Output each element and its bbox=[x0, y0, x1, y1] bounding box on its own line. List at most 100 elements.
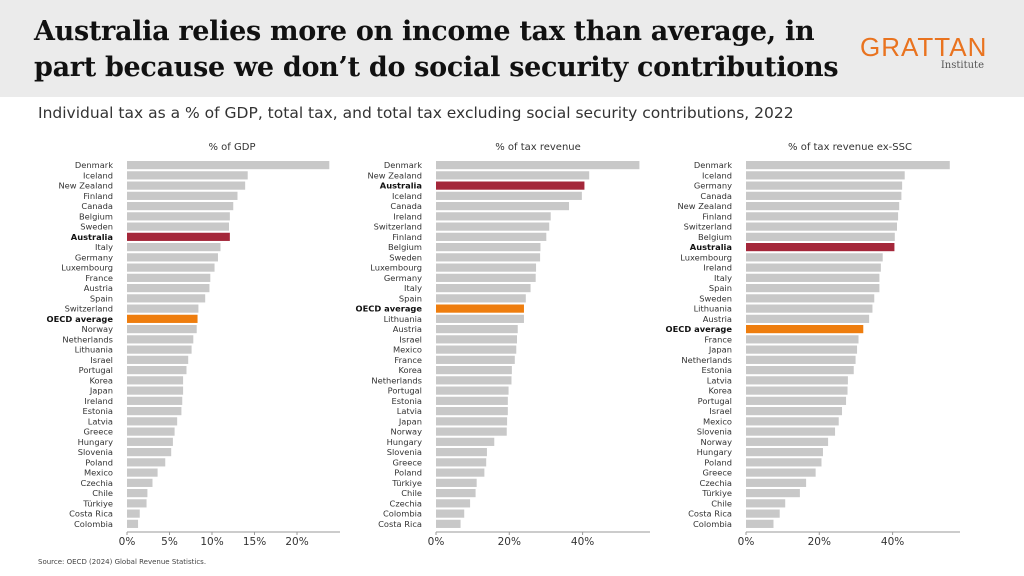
chart-2-bar-sweden bbox=[436, 253, 541, 262]
chart-2-label-new-zealand: New Zealand bbox=[367, 170, 422, 180]
grattan-logo: GRATTAN Institute bbox=[860, 34, 990, 71]
chart-2-label-slovenia: Slovenia bbox=[387, 447, 422, 457]
chart-2-label-australia: Australia bbox=[380, 181, 422, 191]
chart-1-bar-ireland bbox=[127, 396, 183, 405]
chart-3-bar-portugal bbox=[746, 396, 847, 405]
chart-2-bar-iceland bbox=[436, 191, 582, 200]
chart-1-bar-czechia bbox=[127, 478, 153, 487]
chart-2-label-luxembourg: Luxembourg bbox=[370, 263, 422, 273]
chart-3-bar-japan bbox=[746, 345, 858, 354]
chart-2-label-norway: Norway bbox=[391, 427, 423, 437]
chart-3-label-t-rkiye: Türkiye bbox=[701, 488, 732, 498]
chart-1-label-lithuania: Lithuania bbox=[75, 345, 113, 355]
chart-3-bar-chile bbox=[746, 499, 786, 508]
chart-1-tick-label-3: 15% bbox=[243, 536, 266, 548]
chart-2-bar-spain bbox=[436, 294, 526, 303]
chart-1-bar-portugal bbox=[127, 366, 187, 375]
chart-3-bar-canada bbox=[746, 191, 902, 200]
chart-3-label-greece: Greece bbox=[702, 468, 732, 478]
chart-3-label-mexico: Mexico bbox=[703, 416, 732, 426]
chart-3-bar-korea bbox=[746, 386, 848, 395]
chart-1-bar-japan bbox=[127, 386, 184, 395]
chart-2-label-hungary: Hungary bbox=[387, 437, 423, 447]
chart-3-label-spain: Spain bbox=[709, 283, 732, 293]
chart-3-label-lithuania: Lithuania bbox=[694, 304, 732, 314]
chart-3-label-norway: Norway bbox=[701, 437, 733, 447]
chart-2-bar-norway bbox=[436, 427, 507, 436]
chart-2-label-austria: Austria bbox=[393, 324, 422, 334]
chart-1-label-slovenia: Slovenia bbox=[78, 447, 113, 457]
chart-3-title: % of tax revenue ex-SSC bbox=[788, 142, 912, 153]
chart-1-bar-italy bbox=[127, 243, 221, 252]
chart-1-bar-norway bbox=[127, 325, 197, 334]
chart-1-label-austria: Austria bbox=[84, 283, 113, 293]
chart-2-label-t-rkiye: Türkiye bbox=[391, 478, 422, 488]
chart-1-bar-luxembourg bbox=[127, 263, 215, 272]
chart-3-bar-italy bbox=[746, 273, 880, 282]
chart-1-label-czechia: Czechia bbox=[81, 478, 113, 488]
chart-1-label-norway: Norway bbox=[82, 324, 114, 334]
chart-1-label-t-rkiye: Türkiye bbox=[82, 498, 113, 508]
chart-2-bar-mexico bbox=[436, 345, 517, 354]
chart-1-label-oecd-average: OECD average bbox=[47, 314, 114, 324]
chart-3-bar-latvia bbox=[746, 376, 848, 385]
chart-3-bar-sweden bbox=[746, 294, 875, 303]
chart-1-label-ireland: Ireland bbox=[84, 396, 113, 406]
chart-3-label-slovenia: Slovenia bbox=[697, 427, 732, 437]
chart-3-bar-luxembourg bbox=[746, 253, 883, 262]
chart-2-bar-new-zealand bbox=[436, 171, 590, 180]
chart-2-label-japan: Japan bbox=[398, 416, 422, 426]
chart-3-bar-austria bbox=[746, 314, 870, 323]
chart-1-label-chile: Chile bbox=[92, 488, 113, 498]
chart-3-bar-mexico bbox=[746, 417, 839, 426]
chart-3-tick-label-2: 40% bbox=[881, 536, 904, 548]
chart-2-bar-korea bbox=[436, 366, 512, 375]
chart-2-tick-label-1: 20% bbox=[498, 536, 521, 548]
chart-2-bar-japan bbox=[436, 417, 508, 426]
chart-2-bar-ireland bbox=[436, 212, 551, 221]
chart-2-bar-denmark bbox=[436, 161, 640, 170]
chart-2-label-sweden: Sweden bbox=[389, 252, 422, 262]
chart-3-bar-costa-rica bbox=[746, 509, 780, 518]
chart-3-bar-germany bbox=[746, 181, 903, 190]
chart-1-bar-switzerland bbox=[127, 304, 199, 313]
chart-1-label-luxembourg: Luxembourg bbox=[61, 263, 113, 273]
chart-3-label-ireland: Ireland bbox=[703, 263, 732, 273]
chart-2-label-netherlands: Netherlands bbox=[371, 375, 422, 385]
chart-2-label-mexico: Mexico bbox=[393, 345, 422, 355]
chart-1-label-greece: Greece bbox=[83, 427, 113, 437]
chart-1-label-mexico: Mexico bbox=[84, 468, 113, 478]
chart-1-bar-sweden bbox=[127, 222, 229, 231]
chart-1-bar-france bbox=[127, 273, 211, 282]
chart-3-bar-finland bbox=[746, 212, 899, 221]
chart-1-label-israel: Israel bbox=[90, 355, 113, 365]
chart-1-bar-new-zealand bbox=[127, 181, 246, 190]
chart-3-label-austria: Austria bbox=[703, 314, 732, 324]
chart-1-bar-germany bbox=[127, 253, 218, 262]
chart-1-tick-label-4: 20% bbox=[285, 536, 308, 548]
logo-wordmark: GRATTAN bbox=[860, 32, 988, 62]
chart-1-bar-canada bbox=[127, 202, 234, 211]
chart-2-bar-australia bbox=[436, 181, 585, 190]
chart-2-tick-label-2: 40% bbox=[571, 536, 594, 548]
chart-3-bar-iceland bbox=[746, 171, 905, 180]
chart-2-bar-slovenia bbox=[436, 448, 487, 457]
chart-1-bar-spain bbox=[127, 294, 206, 303]
chart-1-label-belgium: Belgium bbox=[79, 211, 113, 221]
chart-1-label-switzerland: Switzerland bbox=[65, 304, 113, 314]
chart-1-label-italy: Italy bbox=[95, 242, 113, 252]
chart-2-bar-lithuania bbox=[436, 314, 524, 323]
chart-3-label-germany: Germany bbox=[694, 181, 732, 191]
chart-1-label-finland: Finland bbox=[83, 191, 113, 201]
chart-3-label-costa-rica: Costa Rica bbox=[688, 509, 732, 519]
chart-1-label-denmark: Denmark bbox=[75, 160, 113, 170]
chart-2-bar-hungary bbox=[436, 437, 495, 446]
chart-3-bar-colombia bbox=[746, 519, 774, 528]
chart-1-bar-denmark bbox=[127, 161, 330, 170]
chart-1-bar-australia bbox=[127, 232, 230, 241]
chart-2-label-ireland: Ireland bbox=[393, 211, 422, 221]
chart-2-label-colombia: Colombia bbox=[383, 509, 422, 519]
chart-2-label-oecd-average: OECD average bbox=[356, 304, 423, 314]
logo-subtext: Institute bbox=[940, 60, 984, 71]
